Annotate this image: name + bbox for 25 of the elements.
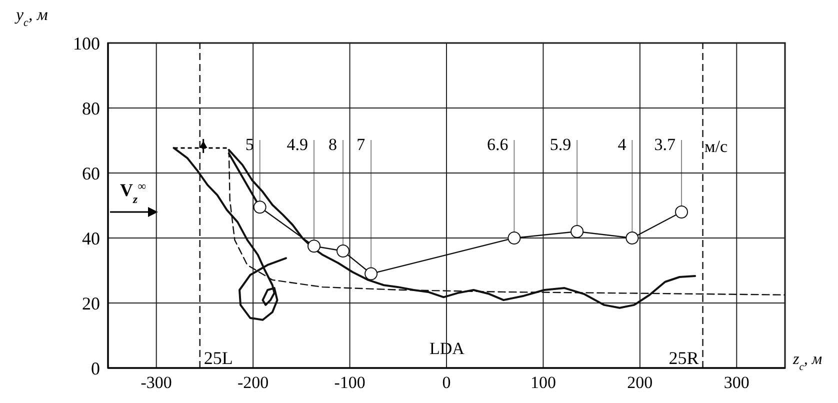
annotation: 3.7 [654, 134, 676, 154]
y-tick-label: 100 [73, 33, 100, 54]
annotation: 4.9 [286, 134, 308, 154]
x-tick-label: -100 [334, 373, 366, 392]
x-axis-title: z$_{c}$, м [792, 351, 822, 372]
x-tick-label: 0 [442, 373, 451, 392]
ref-line-label: 25L [204, 348, 233, 368]
x-tick-label: 200 [627, 373, 653, 392]
annotation: 6.6 [486, 134, 508, 154]
x-tick-label: 300 [724, 373, 750, 392]
x-tick-label: -200 [237, 373, 269, 392]
y-tick-label: 0 [91, 358, 100, 378]
annotation: 8 [328, 134, 338, 154]
y-tick-label: 80 [82, 98, 100, 118]
annotation: 7 [356, 134, 366, 154]
annotation: 5.9 [550, 134, 572, 154]
y-tick-label: 60 [82, 163, 100, 184]
annotation: м/с [704, 136, 728, 156]
y-tick-label: 20 [82, 293, 100, 314]
annotation: 4 [618, 134, 627, 154]
ref-line-label: 25R [668, 348, 699, 368]
x-tick-label: 100 [530, 373, 556, 392]
y-tick-label: 40 [82, 228, 100, 248]
x-tick-label: -300 [140, 373, 172, 392]
y-axis-title: y$_{c}$, м [14, 5, 48, 29]
